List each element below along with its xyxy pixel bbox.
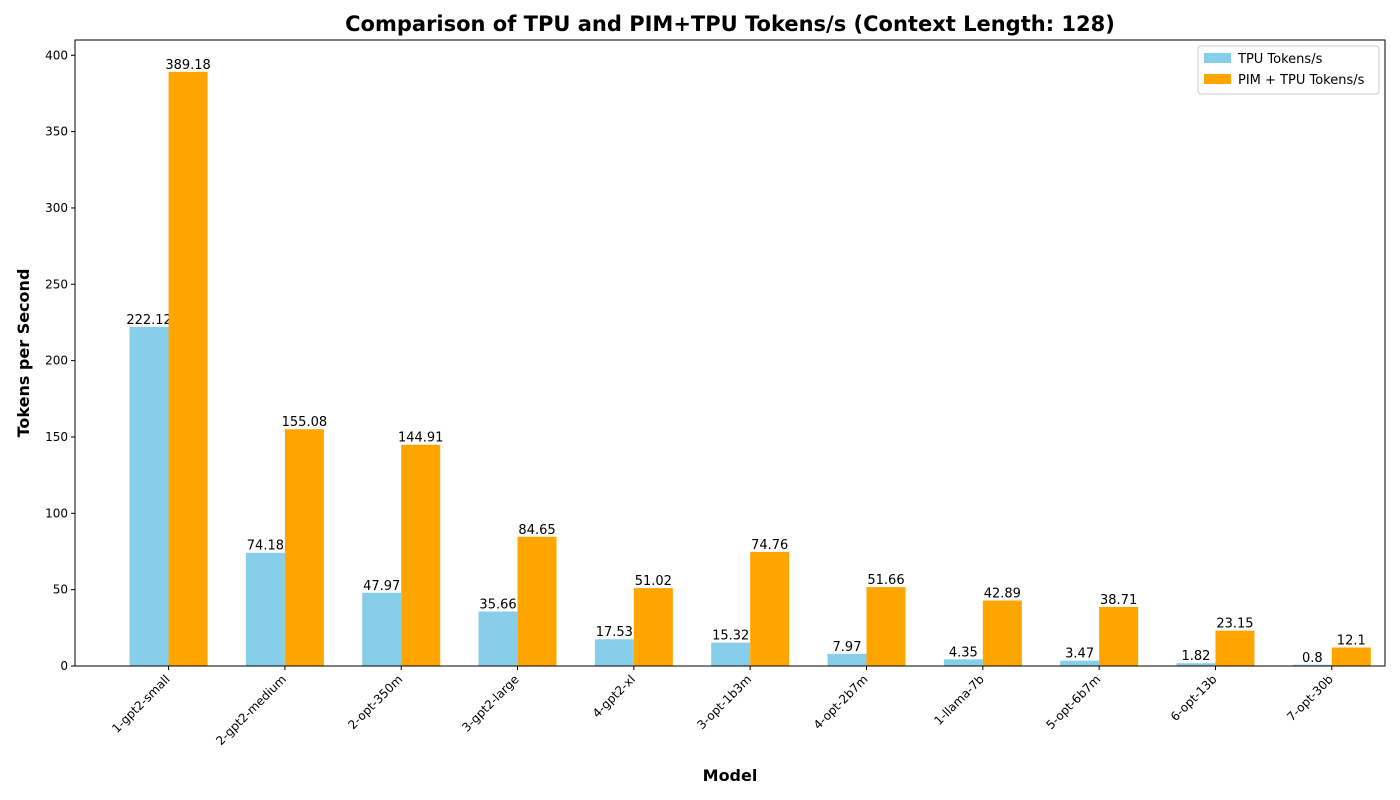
bar-tpu-1-llama-7b — [943, 659, 983, 666]
x-tick-label-6-opt-13b: 6-opt-13b — [1168, 672, 1220, 724]
x-tick-label-3-gpt2-large: 3-gpt2-large — [459, 672, 521, 734]
bar-pim-tpu-6-opt-13b — [1215, 630, 1255, 666]
value-label-tpu-5-opt-6b7m: 3.47 — [1065, 647, 1094, 662]
value-label-pim-tpu-2-opt-350m: 144.91 — [398, 431, 444, 446]
value-label-tpu-1-gpt2-small: 222.12 — [126, 313, 172, 328]
bar-tpu-2-gpt2-medium — [245, 552, 285, 666]
x-axis-title: Model — [703, 766, 758, 785]
x-tick-label-3-opt-1b3m: 3-opt-1b3m — [694, 672, 754, 732]
bar-pim-tpu-7-opt-30b — [1331, 647, 1371, 666]
value-label-tpu-2-gpt2-medium: 74.18 — [247, 539, 284, 554]
y-tick-label-0: 0 — [60, 659, 68, 673]
x-tick-label-7-opt-30b: 7-opt-30b — [1284, 672, 1336, 724]
value-label-pim-tpu-4-opt-2b7m: 51.66 — [867, 573, 904, 588]
bar-tpu-3-opt-1b3m — [711, 642, 751, 666]
bar-tpu-4-opt-2b7m — [827, 653, 867, 666]
bar-tpu-1-gpt2-small — [129, 326, 169, 666]
value-label-tpu-4-gpt2-xl: 17.53 — [596, 625, 633, 640]
x-tick-label-4-opt-2b7m: 4-opt-2b7m — [811, 672, 871, 732]
value-label-tpu-6-opt-13b: 1.82 — [1181, 649, 1210, 664]
value-label-tpu-3-gpt2-large: 35.66 — [479, 598, 516, 613]
x-tick-label-1-gpt2-small: 1-gpt2-small — [109, 672, 173, 736]
bar-pim-tpu-1-llama-7b — [982, 600, 1022, 666]
bar-pim-tpu-4-gpt2-xl — [633, 588, 673, 666]
bar-pim-tpu-3-gpt2-large — [517, 536, 557, 666]
bar-pim-tpu-2-opt-350m — [401, 444, 441, 666]
y-tick-label-250: 250 — [45, 277, 68, 291]
bar-tpu-4-gpt2-xl — [594, 639, 634, 666]
x-tick-label-4-gpt2-xl: 4-gpt2-xl — [590, 672, 638, 720]
plot-area: 222.12 389.18 1-gpt2-small 74.18 155.08 2-gpt… — [45, 39, 1386, 748]
y-tick-label-300: 300 — [45, 201, 68, 215]
bar-tpu-7-opt-30b — [1292, 664, 1332, 666]
y-tick-label-150: 150 — [45, 430, 68, 444]
y-tick-label-400: 400 — [45, 48, 68, 62]
y-tick-label-200: 200 — [45, 354, 68, 368]
legend-label-tpu: TPU Tokens/s — [1237, 52, 1323, 67]
value-label-pim-tpu-6-opt-13b: 23.15 — [1216, 617, 1253, 632]
bar-pim-tpu-3-opt-1b3m — [750, 551, 790, 666]
legend-swatch-tpu — [1204, 53, 1231, 63]
plot-frame — [74, 39, 1386, 667]
bar-pim-tpu-4-opt-2b7m — [866, 587, 906, 666]
bar-pim-tpu-1-gpt2-small — [168, 71, 208, 667]
value-label-tpu-7-opt-30b: 0.8 — [1302, 651, 1323, 666]
legend: TPU Tokens/s PIM + TPU Tokens/s — [1197, 45, 1380, 95]
x-tick-label-1-llama-7b: 1-llama-7b — [931, 672, 987, 728]
x-tick-label-2-opt-350m: 2-opt-350m — [345, 672, 405, 732]
chart-title: Comparison of TPU and PIM+TPU Tokens/s (… — [345, 12, 1115, 36]
value-label-pim-tpu-1-llama-7b: 42.89 — [984, 587, 1021, 602]
bar-pim-tpu-5-opt-6b7m — [1099, 606, 1139, 666]
value-label-tpu-1-llama-7b: 4.35 — [949, 645, 978, 660]
value-label-pim-tpu-3-opt-1b3m: 74.76 — [751, 538, 788, 553]
x-tick-label-2-gpt2-medium: 2-gpt2-medium — [213, 672, 289, 748]
bar-tpu-5-opt-6b7m — [1060, 660, 1100, 666]
bar-tpu-6-opt-13b — [1176, 663, 1216, 666]
value-label-pim-tpu-2-gpt2-medium: 155.08 — [282, 415, 328, 430]
value-label-tpu-3-opt-1b3m: 15.32 — [712, 629, 749, 644]
value-label-pim-tpu-5-opt-6b7m: 38.71 — [1100, 593, 1137, 608]
bar-tpu-2-opt-350m — [362, 592, 402, 666]
value-label-tpu-2-opt-350m: 47.97 — [363, 579, 400, 594]
legend-box — [1197, 45, 1380, 95]
y-axis-title: Tokens per Second — [14, 269, 33, 438]
bar-tpu-3-gpt2-large — [478, 611, 518, 666]
y-tick-label-50: 50 — [53, 583, 68, 597]
y-tick-label-350: 350 — [45, 125, 68, 139]
legend-label-pim-tpu: PIM + TPU Tokens/s — [1238, 73, 1365, 88]
value-label-pim-tpu-3-gpt2-large: 84.65 — [518, 523, 555, 538]
bar-pim-tpu-2-gpt2-medium — [284, 429, 324, 666]
legend-swatch-pim-tpu — [1204, 74, 1231, 84]
x-tick-label-5-opt-6b7m: 5-opt-6b7m — [1043, 672, 1103, 732]
value-label-tpu-4-opt-2b7m: 7.97 — [833, 640, 862, 655]
value-label-pim-tpu-1-gpt2-small: 389.18 — [165, 58, 211, 73]
value-label-pim-tpu-4-gpt2-xl: 51.02 — [635, 574, 672, 589]
value-label-pim-tpu-7-opt-30b: 12.1 — [1337, 634, 1366, 649]
y-tick-label-100: 100 — [45, 506, 68, 520]
